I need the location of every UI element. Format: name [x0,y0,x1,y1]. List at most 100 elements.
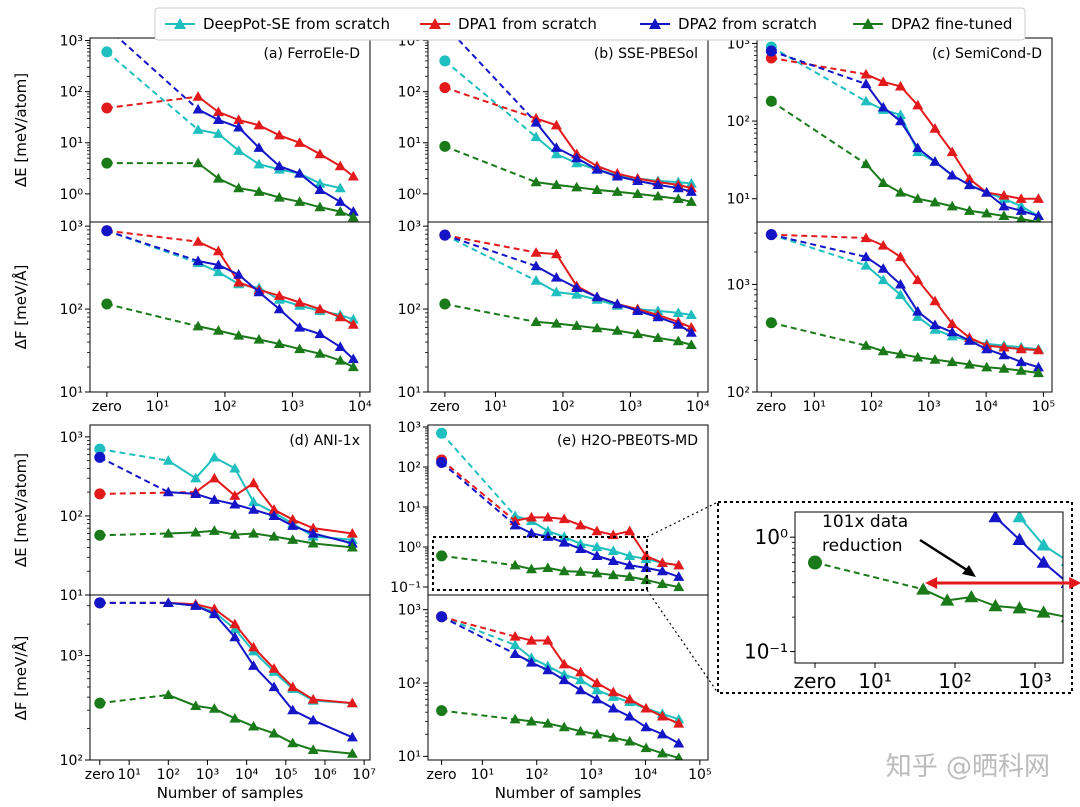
x-tick-label: 10⁴ [686,399,710,415]
series-marker [542,525,554,536]
series-marker [314,184,326,194]
series-group [436,427,685,592]
series-marker [307,537,319,548]
series-marker [346,527,358,538]
series-marker [607,545,619,556]
series-marker [877,177,889,187]
x-tick-label: zero [756,399,786,415]
series-marker [1060,618,1063,623]
series-marker [575,674,587,685]
series-marker [672,319,684,329]
y-axis-label-energy: ΔE [meV/atom] [12,453,30,567]
series-zero-link [99,491,196,495]
series-line [865,73,1039,200]
panel-frame [756,221,1053,393]
series-group [808,512,1063,623]
series-zero-marker [94,529,106,541]
series-marker [558,531,570,541]
series-marker [346,541,358,552]
series-marker [212,106,224,117]
series-marker [674,752,684,760]
series-marker [253,119,265,130]
y-tick-label: 10⁻¹ [744,640,788,664]
series-zero-marker [808,555,822,570]
series-marker [233,114,245,125]
series-marker [346,731,358,742]
series-marker [212,173,224,183]
series-marker [575,519,587,530]
x-tick-label: 10⁶ [313,767,337,783]
annotation-arrow-head [962,565,976,577]
y-tick-label: 10⁰ [398,187,422,203]
x-tick-label: 10⁵ [1032,399,1055,415]
series-marker [877,239,889,250]
series-marker [550,317,562,328]
series-marker [860,95,872,106]
series-marker [611,325,623,335]
series-marker [1015,343,1027,354]
series-group [439,38,697,206]
y-tick-label: 10² [60,753,83,769]
x-tick-label: zero [92,399,122,415]
series-marker [192,124,204,134]
series-marker [860,251,872,262]
series-marker [640,562,652,573]
x-tick-label: 10² [938,669,971,693]
series-marker [212,325,224,335]
x-tick-label: 10⁵ [688,767,711,783]
panel-frame [427,37,709,223]
series-marker [1015,205,1027,215]
series-marker [1032,361,1044,372]
x-tick-label: 10² [213,399,236,415]
series-marker [624,735,636,746]
series-marker [624,559,636,570]
panel-d-energy: 10¹ 10² 10³ (d) ANI-1x [60,424,371,604]
series-marker [912,142,924,153]
series-marker [162,455,174,465]
series-marker [591,184,603,194]
x-tick-label: 10² [551,399,574,415]
series-marker [550,286,562,297]
series-marker [229,529,241,539]
series-marker [877,274,889,285]
series-marker [624,571,636,581]
series-marker [685,339,697,350]
series-marker [964,589,979,603]
series-marker [571,157,583,168]
series-zero-marker [101,22,112,33]
series-zero-marker [101,225,113,237]
y-tick-label: 10² [398,676,421,692]
series-marker [673,571,685,581]
series-marker [571,320,583,330]
panel-b-force: 10¹ 10² 10³ zero 10¹ 10² 10³ 10⁴ [398,219,710,415]
x-tick-label: 10¹ [484,399,507,415]
series-marker [190,600,202,610]
series-marker [192,91,204,101]
zoom-connector [646,501,719,538]
panel-inset: 10⁻¹ 10⁰ zero 10¹ 10² 10³ [744,511,1064,693]
series-zero-marker [439,229,451,241]
y-tick-label: 10³ [398,219,421,235]
series-marker [314,177,326,188]
series-marker [963,335,975,345]
series-marker [998,189,1010,200]
series-marker [248,504,260,514]
series-marker [525,527,537,538]
x-tick-label: 10¹ [146,399,169,415]
series-marker [916,582,931,595]
series-marker [929,156,941,166]
y-tick-label: 10³ [60,33,83,49]
series-marker [294,343,306,354]
series-zero-marker [439,298,451,310]
series-marker [929,123,941,133]
series-marker [233,330,245,340]
series-marker [347,353,359,364]
series-marker [860,158,872,169]
series-marker [208,608,220,619]
series-marker [287,520,299,530]
series-marker [248,720,260,731]
series-marker [640,742,652,753]
series-zero-marker [101,157,113,169]
legend-label: DeepPot-SE from scratch [203,15,390,33]
series-marker [591,550,603,560]
